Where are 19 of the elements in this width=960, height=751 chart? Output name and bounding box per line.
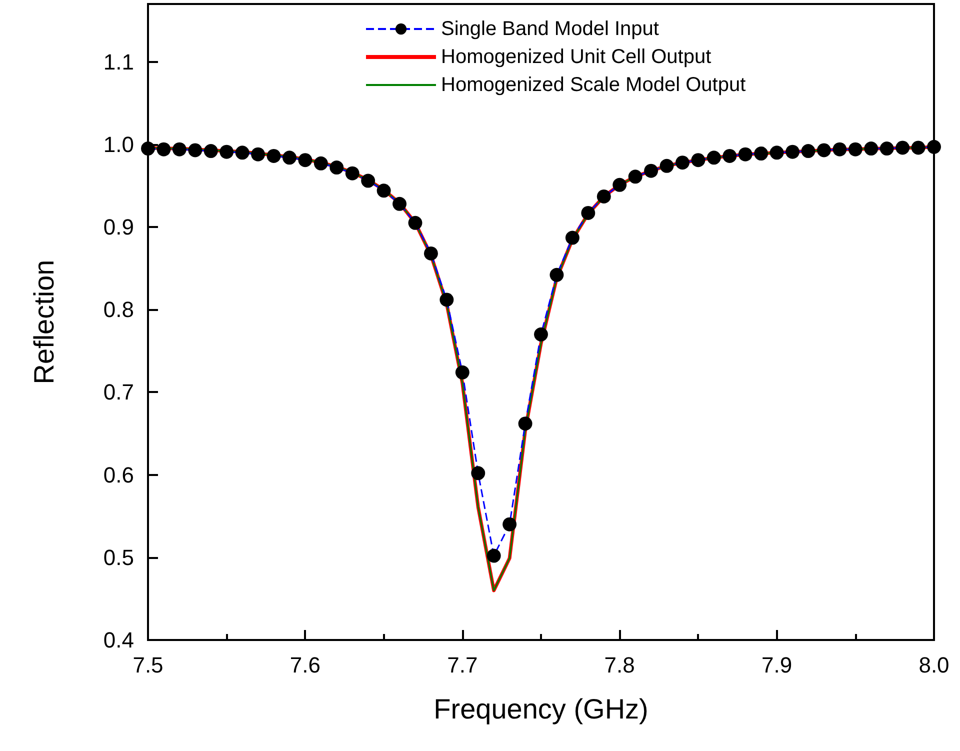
- x-tick-label: 7.9: [762, 652, 792, 678]
- legend-label: Homogenized Unit Cell Output: [441, 46, 712, 68]
- y-tick-label: 0.7: [103, 380, 134, 405]
- y-tick-label: 0.4: [103, 628, 134, 652]
- x-tick-label: 8.0: [918, 652, 950, 678]
- y-tick-label: 1.1: [103, 49, 134, 74]
- y-tick-label: 0.8: [103, 297, 134, 322]
- x-tick-label: 7.5: [132, 652, 164, 678]
- legend-label: Homogenized Scale Model Output: [441, 74, 746, 96]
- y-tick-label: 1.0: [103, 132, 134, 157]
- x-tick-label: 7.7: [447, 652, 478, 678]
- y-tick-label: 0.9: [103, 214, 134, 240]
- x-tick-label: 7.6: [290, 652, 320, 678]
- x-axis-title: Frequency (GHz): [434, 694, 648, 724]
- y-axis-title: Reflection: [28, 260, 60, 384]
- y-tick-label: 0.5: [103, 544, 134, 570]
- legend-label: Single Band Model Input: [441, 18, 660, 40]
- y-tick-label: 0.6: [103, 462, 134, 488]
- x-tick-label: 7.8: [604, 652, 635, 678]
